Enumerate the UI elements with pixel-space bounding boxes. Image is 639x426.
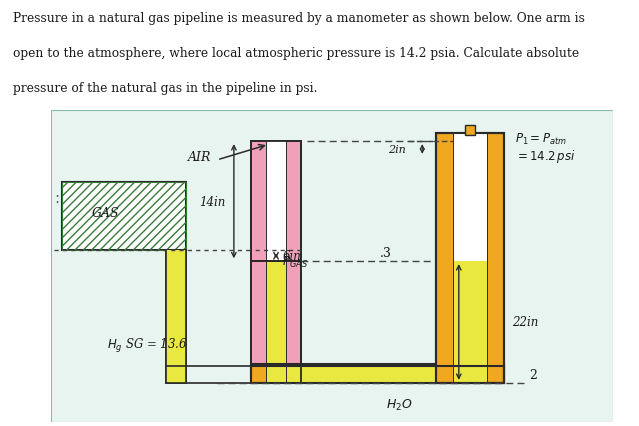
Bar [250, 364, 504, 383]
Text: pressure of the natural gas in the pipeline in psi.: pressure of the natural gas in the pipel… [13, 82, 317, 95]
Bar [250, 366, 504, 383]
Text: 2in: 2in [388, 145, 405, 155]
Text: $P_{GAS}$: $P_{GAS}$ [282, 254, 308, 269]
Bar [166, 250, 186, 383]
Bar [453, 134, 487, 262]
Text: :: : [54, 190, 59, 205]
Text: 2: 2 [529, 368, 537, 381]
Text: AIR: AIR [189, 151, 212, 164]
Bar [63, 182, 186, 250]
Bar [63, 182, 186, 250]
Bar [436, 134, 504, 383]
Text: 14in: 14in [199, 195, 226, 208]
Text: $H_g$ SG = 13.6: $H_g$ SG = 13.6 [107, 337, 188, 354]
Text: $= 14.2\,psi$: $= 14.2\,psi$ [515, 147, 576, 164]
Bar [166, 250, 186, 383]
Bar [453, 366, 487, 383]
Text: GAS: GAS [92, 207, 119, 219]
Text: $P_1 = P_{atm}$: $P_1 = P_{atm}$ [515, 131, 567, 146]
Bar [266, 366, 453, 383]
Text: .3: .3 [380, 246, 392, 259]
Text: $H_2O$: $H_2O$ [387, 397, 413, 412]
Bar [250, 142, 302, 262]
Bar [436, 134, 504, 383]
Bar [250, 142, 302, 262]
Bar [266, 142, 286, 262]
Bar [453, 262, 487, 383]
Text: 6in: 6in [283, 250, 302, 262]
Bar [250, 262, 302, 366]
Bar [250, 262, 302, 383]
Text: open to the atmosphere, where local atmospheric pressure is 14.2 psia. Calculate: open to the atmosphere, where local atmo… [13, 47, 579, 60]
Text: Pressure in a natural gas pipeline is measured by a manometer as shown below. On: Pressure in a natural gas pipeline is me… [13, 12, 585, 26]
Bar [266, 262, 286, 366]
Text: 22in: 22in [512, 316, 539, 329]
